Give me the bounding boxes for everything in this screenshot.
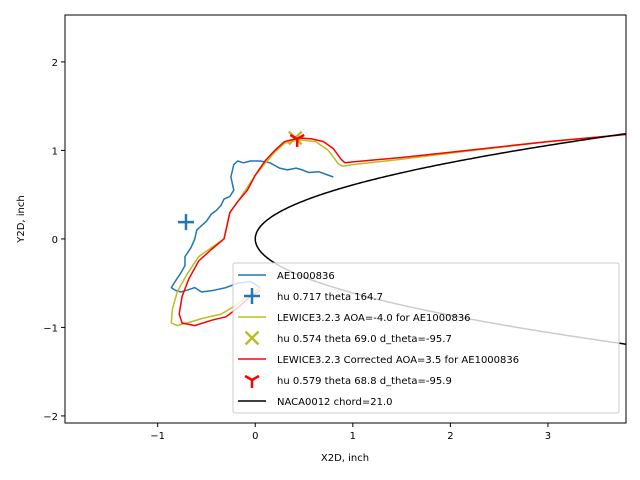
y-tick-label: 0 (52, 235, 58, 246)
legend-entry-5-label: hu 0.579 theta 68.8 d_theta=-95.9 (277, 376, 452, 387)
legend-entry-1-marker (244, 288, 260, 304)
x-tick-label: 1 (350, 431, 356, 442)
x-axis-label: X2D, inch (321, 453, 369, 464)
series-5-marker-c (296, 133, 305, 140)
x-tick-label: 0 (252, 431, 258, 442)
legend-entry-6-label: NACA0012 chord=21.0 (277, 397, 392, 408)
axes-layer: −1 0 1 2 3 −2 −1 0 1 2 (43, 58, 551, 442)
y-tick-label: −2 (43, 412, 58, 423)
legend-entry-3-label: hu 0.574 theta 69.0 d_theta=-95.7 (277, 334, 452, 345)
legend-entry-5-marker-c (251, 374, 260, 382)
y-tick-label: 1 (52, 146, 58, 157)
plot-frame (64, 14, 627, 424)
x-tick-label: 2 (447, 431, 453, 442)
y-tick-label: −1 (43, 323, 58, 334)
legend-entry-2-label: LEWICE3.2.3 AOA=-4.0 for AE1000836 (277, 313, 471, 324)
x-tick-label: −1 (150, 431, 165, 442)
legend-entry-1-label: hu 0.717 theta 164.7 (277, 292, 383, 303)
legend-entry-3-marker-b (244, 330, 260, 346)
legend-entry-3-marker (244, 330, 260, 346)
series-4-line (178, 133, 626, 327)
series-0-line (170, 160, 334, 293)
series-5-marker-b (289, 133, 298, 140)
legend-box (232, 262, 620, 414)
legend-entry-5-marker (244, 374, 260, 388)
y-tick-label: 2 (52, 58, 58, 69)
series-5-marker (289, 133, 305, 147)
x-tick-label: 3 (545, 431, 551, 442)
series-1-marker (177, 214, 194, 231)
legend-entry-5-marker-b (244, 374, 253, 382)
legend: AE1000836 hu 0.717 theta 164.7 LEWICE3.2.3… (232, 262, 620, 414)
legend-entry-0-label: AE1000836 (277, 271, 335, 282)
legend-entry-4-label: LEWICE3.2.3 Corrected AOA=3.5 for AE1000… (277, 355, 519, 366)
y-axis-label: Y2D, inch (16, 195, 27, 243)
